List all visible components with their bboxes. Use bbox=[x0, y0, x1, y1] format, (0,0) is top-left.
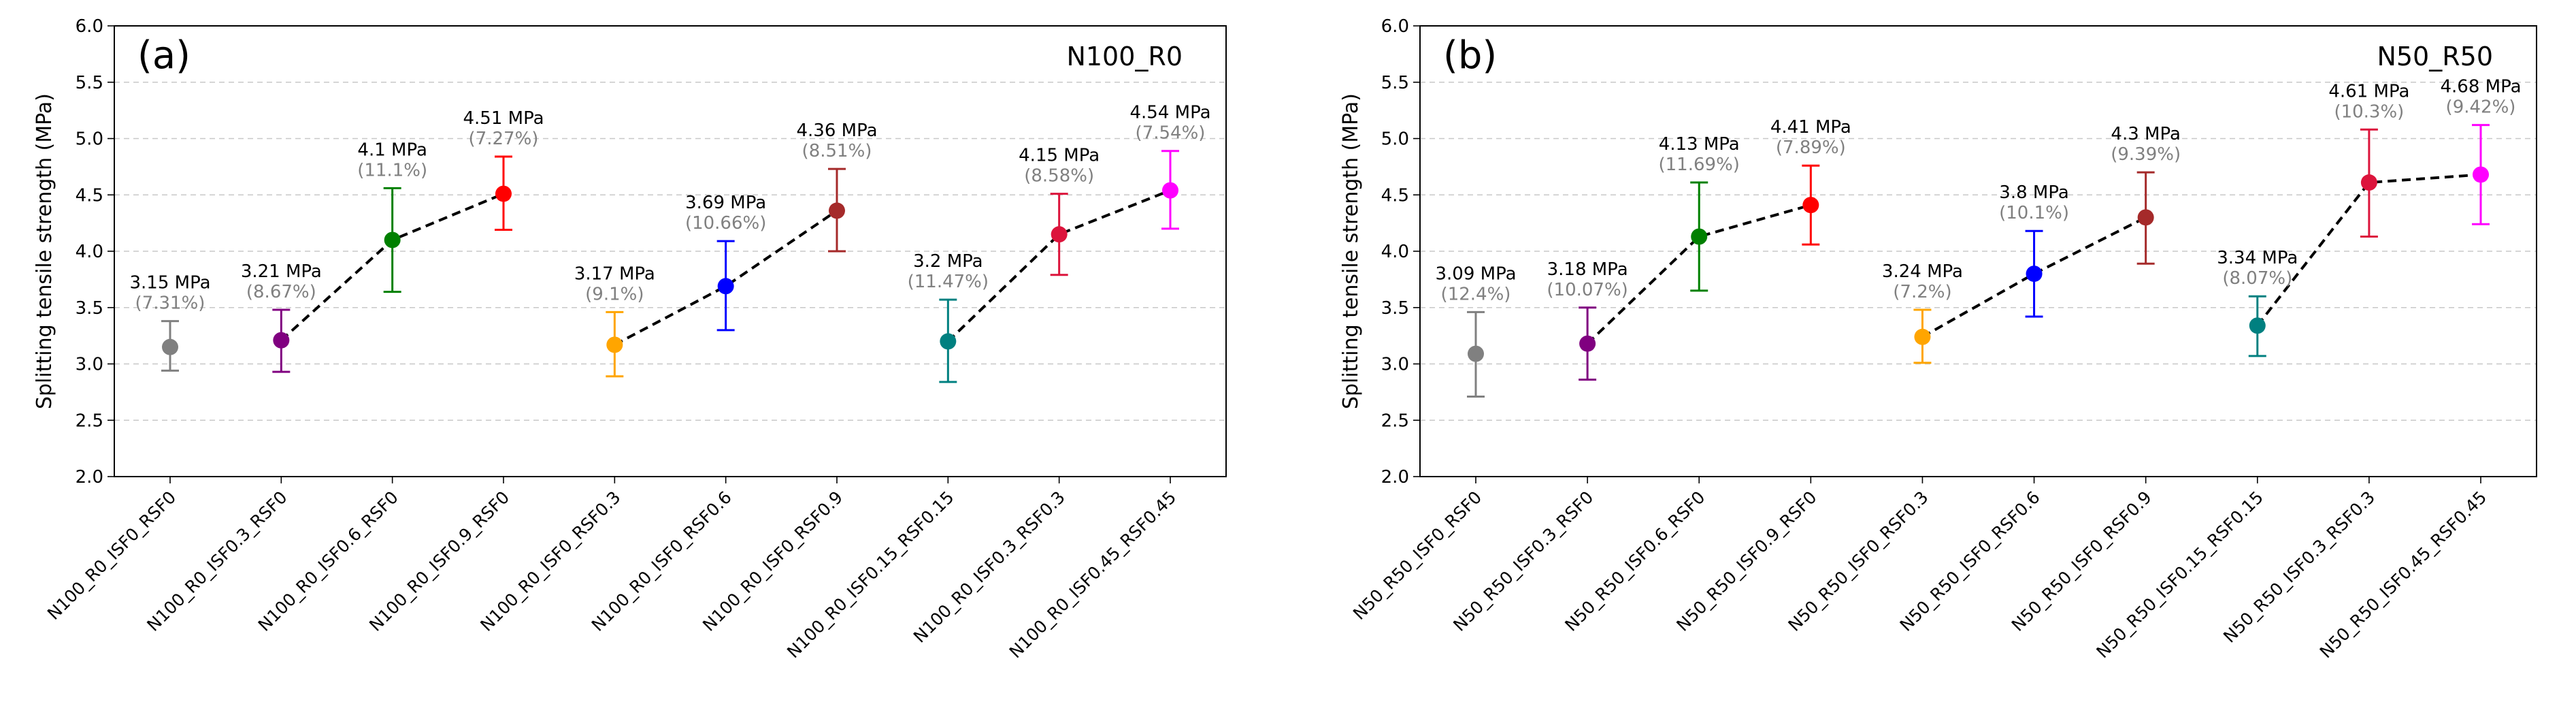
panel-b-value-label: 4.41 MPa bbox=[1770, 117, 1851, 138]
panel-a-cov-label: (7.27%) bbox=[469, 129, 539, 149]
panel-b-cov-label: (9.42%) bbox=[2446, 97, 2516, 118]
panel-a-cov-label: (9.1%) bbox=[585, 284, 644, 304]
panel-a-point bbox=[940, 333, 957, 350]
panel-b-cov-label: (10.3%) bbox=[2334, 101, 2404, 122]
panel-b-corner-label: N50_R50 bbox=[2377, 42, 2493, 71]
panel-b-value-label: 3.8 MPa bbox=[1999, 182, 2069, 203]
panel-b-point bbox=[2137, 209, 2154, 226]
panel-a-cov-label: (7.54%) bbox=[1136, 123, 1206, 144]
panel-b-value-label: 4.68 MPa bbox=[2440, 77, 2521, 97]
panel-b-ytick-label: 4.5 bbox=[1381, 185, 1409, 206]
panel-a-cov-label: (8.58%) bbox=[1024, 166, 1094, 187]
panel-b-cov-label: (10.07%) bbox=[1547, 280, 1628, 300]
panel-a-point bbox=[1051, 226, 1068, 243]
panel-b-cov-label: (9.39%) bbox=[2111, 144, 2181, 165]
panel-a-point bbox=[495, 185, 512, 202]
panel-a-ylabel: Splitting tensile strength (MPa) bbox=[33, 93, 56, 409]
panel-a-label: (a) bbox=[137, 33, 191, 78]
panel-b-point bbox=[2026, 266, 2043, 283]
panel-b-ytick-label: 6.0 bbox=[1381, 16, 1409, 37]
panel-b-value-label: 4.3 MPa bbox=[2111, 124, 2181, 144]
panel-a-cov-label: (11.1%) bbox=[357, 160, 427, 180]
panel-a-point bbox=[273, 332, 290, 349]
panel-b-ylabel: Splitting tensile strength (MPa) bbox=[1339, 93, 1363, 409]
panel-b-value-label: 3.18 MPa bbox=[1547, 259, 1628, 280]
panel-b-cov-label: (10.1%) bbox=[1999, 203, 2069, 223]
panel-b-ytick-label: 4.0 bbox=[1381, 242, 1409, 262]
panel-a-value-label: 3.21 MPa bbox=[241, 261, 322, 282]
panel-a-cov-label: (7.31%) bbox=[135, 293, 205, 314]
panel-a-ytick-label: 2.5 bbox=[76, 411, 103, 431]
panel-a-ytick-label: 5.0 bbox=[76, 129, 103, 150]
panel-b-cov-label: (7.2%) bbox=[1893, 282, 1951, 302]
panel-a-cov-label: (10.66%) bbox=[685, 213, 766, 234]
panel-b-ytick-label: 5.5 bbox=[1381, 73, 1409, 93]
panel-a-value-label: 4.51 MPa bbox=[463, 108, 544, 129]
panel-a-ytick-label: 3.5 bbox=[76, 298, 103, 319]
panel-b-point bbox=[1802, 197, 1819, 214]
panel-b-cov-label: (8.07%) bbox=[2222, 268, 2292, 289]
panel-b-cov-label: (11.69%) bbox=[1659, 155, 1740, 175]
panel-a-value-label: 4.15 MPa bbox=[1019, 146, 1100, 166]
panel-a-value-label: 3.2 MPa bbox=[913, 251, 983, 272]
panel-a-value-label: 4.54 MPa bbox=[1129, 103, 1210, 123]
panel-b-value-label: 4.61 MPa bbox=[2328, 81, 2409, 101]
panel-a-axes-frame bbox=[114, 25, 1227, 477]
panel-b-xtick-label: N50_R50_ISF0_RSF0 bbox=[1349, 487, 1485, 624]
panel-b-point bbox=[2473, 166, 2489, 183]
panel-b-ytick-label: 3.5 bbox=[1381, 298, 1409, 319]
panel-a-trend-line bbox=[614, 209, 838, 347]
panel-a-corner-label: N100_R0 bbox=[1066, 42, 1183, 71]
panel-a-value-label: 4.36 MPa bbox=[796, 121, 877, 141]
panel-b-trend-line bbox=[2256, 173, 2481, 327]
panel-b-point bbox=[1914, 328, 1931, 345]
panel-a-cov-label: (11.47%) bbox=[908, 272, 989, 292]
panel-b-value-label: 3.09 MPa bbox=[1435, 263, 1516, 284]
panel-b-point bbox=[2249, 317, 2266, 334]
panel-a-ytick-label: 3.0 bbox=[76, 355, 103, 375]
panel-a-point bbox=[829, 202, 845, 219]
panel-b-ytick-label: 2.0 bbox=[1381, 467, 1409, 487]
panel-a-ytick-label: 4.5 bbox=[76, 185, 103, 206]
panel-a-trend-line bbox=[946, 189, 1171, 342]
panel-b-ytick-label: 2.5 bbox=[1381, 411, 1409, 431]
panel-b-ytick-label: 5.0 bbox=[1381, 129, 1409, 150]
panel-b-point bbox=[2360, 174, 2377, 191]
panel-b-point bbox=[1468, 345, 1484, 362]
panel-b-cov-label: (12.4%) bbox=[1441, 284, 1511, 304]
panel-a-ytick-label: 2.0 bbox=[76, 467, 103, 487]
panel-b-label: (b) bbox=[1443, 33, 1497, 78]
panel-a-value-label: 4.1 MPa bbox=[357, 140, 427, 160]
panel-a-value-label: 3.15 MPa bbox=[129, 273, 210, 293]
panel-a-point bbox=[1162, 182, 1178, 199]
panel-b-point bbox=[1579, 335, 1596, 352]
panel-a-cov-label: (8.67%) bbox=[246, 282, 316, 302]
panel-a-value-label: 3.17 MPa bbox=[574, 263, 655, 284]
panel-a-point bbox=[162, 338, 178, 355]
panel-a-xtick-label: N100_R0_ISF0_RSF0 bbox=[44, 487, 180, 624]
panel-a-point bbox=[606, 336, 623, 353]
panel-b-point bbox=[1691, 228, 1708, 245]
panel-b-trend-line bbox=[1586, 204, 1811, 345]
panel-a-ytick-label: 4.0 bbox=[76, 242, 103, 262]
panel-b-value-label: 4.13 MPa bbox=[1659, 134, 1740, 155]
panel-a-ytick-label: 6.0 bbox=[76, 16, 103, 37]
panel-a-cov-label: (8.51%) bbox=[802, 141, 872, 161]
panel-b-cov-label: (7.89%) bbox=[1776, 138, 1846, 158]
panel-a-point bbox=[384, 231, 401, 249]
panel-a-point bbox=[717, 278, 734, 295]
panel-a-ytick-label: 5.5 bbox=[76, 73, 103, 93]
panel-b-axes-frame bbox=[1419, 25, 2537, 477]
panel-b-ytick-label: 3.0 bbox=[1381, 355, 1409, 375]
panel-b-value-label: 3.24 MPa bbox=[1882, 261, 1963, 282]
panel-a-value-label: 3.69 MPa bbox=[685, 193, 766, 213]
panel-b-value-label: 3.34 MPa bbox=[2217, 248, 2298, 268]
